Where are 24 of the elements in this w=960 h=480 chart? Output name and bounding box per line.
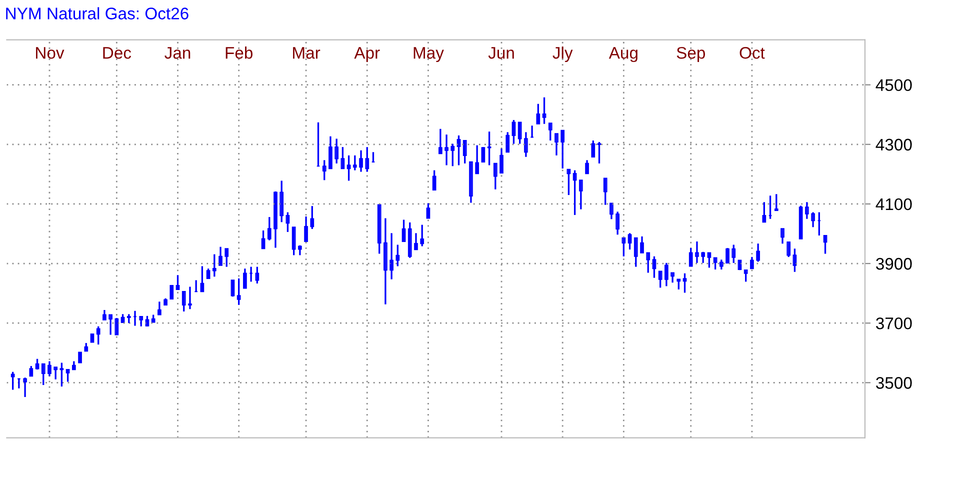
candlestick <box>78 352 82 364</box>
candlestick <box>738 259 742 271</box>
x-tick-label: Jun <box>488 47 514 59</box>
y-tick-label: 3500 <box>876 377 912 389</box>
x-tick-label: Dec <box>103 47 132 59</box>
x-tick-label: Jan <box>164 47 190 59</box>
x-tick-label: May <box>414 47 444 62</box>
candlestick <box>726 247 730 264</box>
x-tick-label: Mar <box>293 47 320 59</box>
candlestick <box>114 317 119 336</box>
x-tick-label: Apr <box>354 47 380 62</box>
y-tick-label: 4100 <box>876 198 912 210</box>
x-tick-label: Nov <box>36 47 64 59</box>
y-tick-label: 3900 <box>876 258 912 270</box>
y-tick-label: 4300 <box>876 138 912 151</box>
x-tick-label: Feb <box>226 46 253 59</box>
x-tick-label: Jly <box>552 46 573 62</box>
x-tick-label: Oct <box>740 46 765 59</box>
x-tick-label: Sep <box>676 46 705 62</box>
y-tick-label: 4500 <box>876 79 912 92</box>
candlestick <box>481 146 486 163</box>
y-tick-label: 3700 <box>876 317 912 330</box>
x-tick-label: Aug <box>608 47 638 62</box>
chart-title: NYM Natural Gas: Oct26 <box>6 7 188 20</box>
